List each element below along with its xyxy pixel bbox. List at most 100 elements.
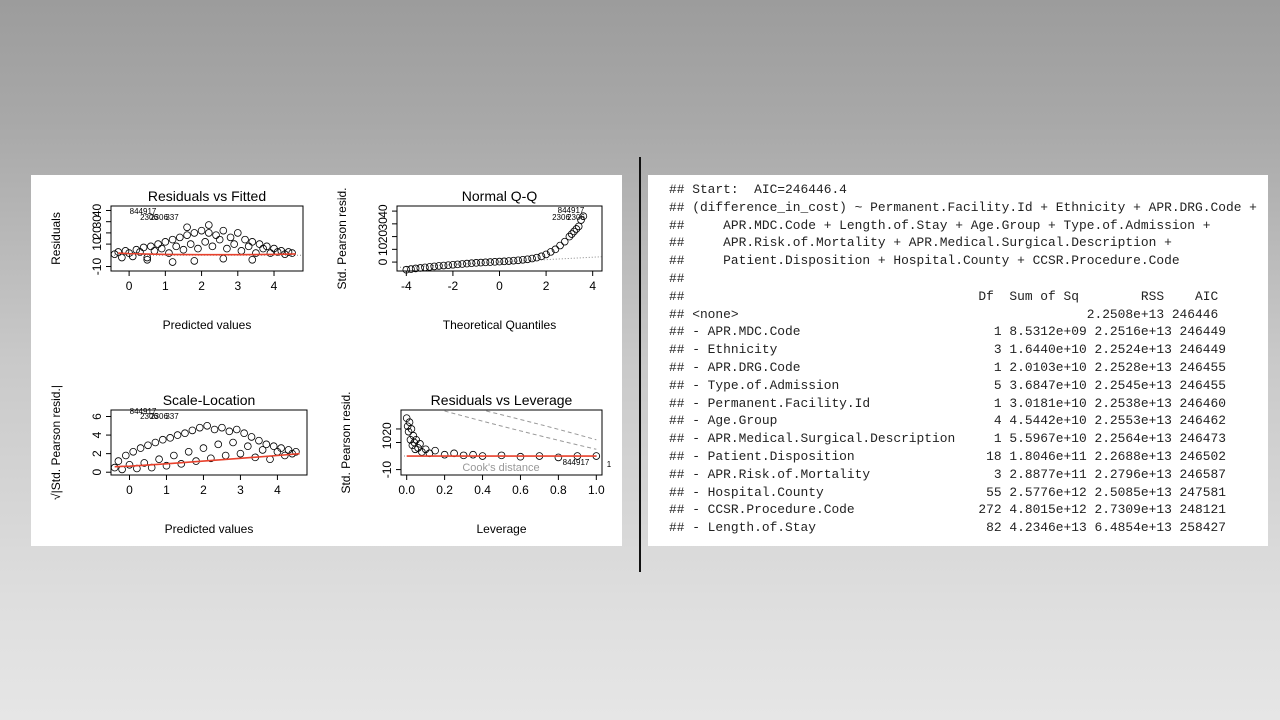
point-annotation: 2306 xyxy=(140,412,158,421)
point-annotation: 844917 xyxy=(558,206,585,215)
data-point xyxy=(212,231,220,239)
console-line: ## Df Sum of Sq RSS AIC xyxy=(669,288,1219,304)
data-point xyxy=(404,427,413,436)
x-tick-label: 3 xyxy=(237,483,244,497)
x-tick-label: 0 xyxy=(496,279,503,293)
plot-frame xyxy=(110,205,304,272)
data-point xyxy=(165,249,173,257)
data-point xyxy=(414,444,422,452)
x-axis-label: Predicted values xyxy=(165,522,254,536)
data-point xyxy=(439,261,448,270)
data-point xyxy=(255,436,263,445)
x-tick-label: 1.0 xyxy=(588,483,605,497)
plot-title: Normal Q-Q xyxy=(462,188,538,204)
data-point xyxy=(190,229,199,237)
data-point xyxy=(177,460,186,468)
data-point xyxy=(453,260,462,269)
data-point xyxy=(199,444,208,452)
data-point xyxy=(214,440,223,449)
data-point xyxy=(240,429,248,438)
data-point xyxy=(162,461,171,470)
data-point xyxy=(425,263,434,271)
point-annotation: Cook's distance xyxy=(462,462,539,474)
data-point xyxy=(140,459,149,467)
data-point xyxy=(147,242,155,251)
x-tick-label: -4 xyxy=(401,279,412,293)
plot-1: Residuals vs Fitted Predicted values Resid… xyxy=(49,188,304,332)
data-point xyxy=(168,258,177,266)
data-point xyxy=(125,460,134,469)
data-point xyxy=(491,258,499,266)
y-tick-label: 10 xyxy=(90,237,104,251)
data-point xyxy=(197,226,206,235)
data-point xyxy=(176,233,184,242)
data-point xyxy=(247,433,256,441)
x-tick-label: 1 xyxy=(162,279,169,293)
data-point xyxy=(405,418,414,426)
data-point xyxy=(172,242,181,251)
point-annotation: 2306 xyxy=(140,213,158,222)
console-line: ## APR.Risk.of.Mortality + APR.Medical.S… xyxy=(669,235,1172,251)
plot-3: Scale-Location Predicted values √|Std. Pea… xyxy=(49,385,308,536)
data-point xyxy=(129,447,137,456)
data-point xyxy=(237,247,246,255)
data-point xyxy=(208,242,217,251)
data-point xyxy=(168,235,177,244)
data-point xyxy=(155,455,163,464)
data-point xyxy=(255,240,264,248)
reference-line xyxy=(396,256,603,268)
data-point xyxy=(554,453,563,462)
x-tick-label: 0.4 xyxy=(474,483,491,497)
data-point xyxy=(262,242,271,251)
console-line: ## - Length.of.Stay 82 4.2346e+13 6.4854… xyxy=(669,520,1226,536)
y-tick-label: 10 xyxy=(376,242,390,256)
data-point xyxy=(179,245,188,254)
data-point xyxy=(207,454,215,463)
data-point xyxy=(158,435,167,444)
data-point xyxy=(560,237,569,246)
x-tick-label: 0.8 xyxy=(550,483,567,497)
data-point xyxy=(218,423,226,432)
data-point xyxy=(546,248,555,256)
x-tick-label: 4 xyxy=(271,279,278,293)
x-tick-label: 1 xyxy=(163,483,170,497)
y-axis-label: Std. Pearson resid. xyxy=(339,391,353,493)
data-point xyxy=(444,261,453,269)
data-point xyxy=(151,438,160,447)
plot-title: Residuals vs Leverage xyxy=(431,392,573,408)
data-point xyxy=(431,446,439,455)
data-point xyxy=(421,263,429,272)
data-point xyxy=(486,258,494,266)
point-annotation: 844917 xyxy=(130,407,157,416)
data-point xyxy=(219,226,228,235)
data-point xyxy=(223,244,231,253)
console-line: ## - APR.Medical.Surgical.Description 1 … xyxy=(669,431,1226,447)
data-point xyxy=(273,248,282,256)
y-tick-label: 6 xyxy=(90,413,104,420)
data-point xyxy=(411,264,420,273)
data-point xyxy=(284,248,293,256)
data-point xyxy=(194,244,202,253)
console-line: ## APR.MDC.Code + Length.of.Stay + Age.G… xyxy=(669,217,1211,233)
data-point xyxy=(110,463,119,472)
data-point xyxy=(481,258,490,267)
console-line: ## Start: AIC=246446.4 xyxy=(669,182,847,197)
data-point xyxy=(416,264,425,272)
data-point xyxy=(570,227,578,236)
data-point xyxy=(248,255,257,264)
console-line: ## - Patient.Disposition 18 1.8046e+11 2… xyxy=(669,448,1226,464)
y-axis-label: Residuals xyxy=(49,212,63,265)
data-point xyxy=(186,240,195,248)
plot-frame xyxy=(110,409,308,476)
x-tick-label: 0.0 xyxy=(398,483,415,497)
data-point xyxy=(236,449,245,458)
y-axis-label: Std. Pearson resid. xyxy=(335,187,349,289)
y-tick-label: 0 xyxy=(90,469,104,476)
console-line: ## - APR.Risk.of.Mortality 3 2.8877e+11 … xyxy=(669,466,1226,482)
y-tick-label: 20 xyxy=(380,422,394,436)
data-point xyxy=(150,247,159,255)
data-point xyxy=(556,241,564,250)
data-point xyxy=(505,257,513,265)
x-tick-label: 3 xyxy=(234,279,241,293)
